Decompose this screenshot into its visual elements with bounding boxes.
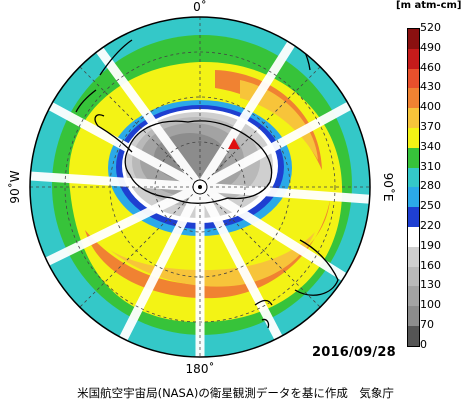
australia-outline: [294, 239, 339, 296]
map-border: [29, 16, 371, 358]
colorbar-unit-label: [m atm-cm]: [396, 0, 462, 11]
colorbar-swatch: [408, 147, 419, 168]
colorbar-swatch: [408, 246, 419, 267]
colorbar-swatch: [408, 88, 419, 109]
colorbar: [407, 28, 420, 347]
colorbar-tick-label: 310: [420, 159, 441, 173]
colorbar-swatch: [408, 48, 419, 69]
colorbar-tick-label: 220: [420, 219, 441, 232]
colorbar-tick-label: 400: [420, 100, 441, 114]
colorbar-swatch: [408, 108, 419, 128]
new-zealand-outline: [254, 299, 273, 329]
antarctic-peninsula: [94, 114, 133, 153]
map-date: 2016/09/28: [312, 345, 396, 360]
colorbar-swatch: [408, 325, 419, 346]
colorbar-tick-label: 280: [420, 179, 441, 193]
colorbar-tick-label: 520: [420, 21, 441, 34]
colorbar-tick-label: 340: [420, 139, 441, 153]
colorbar-swatch: [408, 68, 419, 89]
colorbar-swatch: [408, 226, 419, 247]
lon-label-0: 0˚: [193, 0, 207, 14]
colorbar-swatch: [408, 167, 419, 188]
ozone-map: 0˚ 180˚ 90˚W 90˚E: [7, 0, 395, 376]
south-pole-marker: [192, 179, 208, 195]
colorbar-tick-label: 490: [420, 40, 441, 54]
lon-label-90e: 90˚E: [381, 173, 395, 202]
colorbar-swatch: [408, 29, 419, 49]
colorbar-tick-label: 370: [420, 120, 441, 133]
station-marker: [228, 138, 240, 149]
south-america-outline: [75, 39, 133, 113]
lon-label-90w: 90˚W: [7, 170, 22, 203]
colorbar-tick-label: 70: [420, 318, 434, 331]
continent-outlines: [75, 29, 339, 329]
ozone-field: [30, 17, 370, 357]
colorbar-swatch: [408, 306, 419, 326]
lon-label-180: 180˚: [186, 361, 215, 376]
colorbar-tick-label: 430: [420, 80, 441, 94]
antarctica-outline: [124, 120, 273, 204]
colorbar-tick-label: 250: [420, 199, 441, 213]
credit-line: 米国航空宇宙局(NASA)の衛星観測データを基に作成 気象庁: [77, 386, 394, 400]
colorbar-tick-label: 130: [420, 278, 441, 292]
colorbar-swatch: [408, 207, 419, 227]
colorbar-swatch: [408, 187, 419, 208]
colorbar-swatch: [408, 286, 419, 307]
colorbar-tick-label: 100: [420, 298, 441, 312]
colorbar-tick-label: 0: [420, 337, 427, 351]
colorbar-swatch: [408, 127, 419, 148]
colorbar-tick-label: 160: [420, 258, 441, 272]
colorbar-swatch: [408, 266, 419, 287]
colorbar-tick-label: 460: [420, 60, 441, 74]
colorbar-tick-label: 190: [420, 238, 441, 252]
